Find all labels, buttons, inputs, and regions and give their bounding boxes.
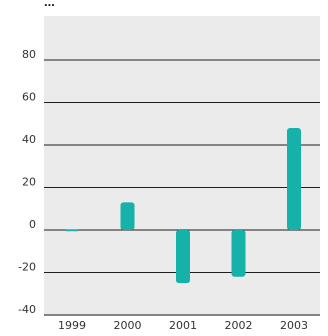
- x-tick-label: 2002: [225, 319, 253, 331]
- bar: [231, 230, 246, 277]
- y-tick-label: -40: [18, 303, 36, 316]
- y-tick-label: 40: [22, 133, 36, 146]
- y-tick-label: 20: [22, 176, 36, 189]
- y-tick-label: 0: [29, 218, 36, 231]
- bar: [176, 230, 190, 284]
- bar: [120, 202, 135, 230]
- x-axis-labels: 1999 2000 2001 2002 2003: [58, 319, 308, 332]
- x-tick-label: 2003: [280, 319, 308, 331]
- y-tick-label: 80: [22, 48, 36, 61]
- y-tick-label: 60: [22, 91, 36, 104]
- x-tick-label: 2001: [169, 319, 197, 331]
- y-axis-labels: 80 60 40 20 0 -20 -40: [18, 48, 36, 316]
- bar: [287, 128, 301, 230]
- bars: [66, 128, 301, 284]
- x-tick-label: 1999: [58, 319, 86, 331]
- chart-title-fragment: ...: [44, 0, 55, 6]
- y-tick-label: -20: [18, 261, 36, 274]
- x-tick-label: 2000: [114, 319, 142, 331]
